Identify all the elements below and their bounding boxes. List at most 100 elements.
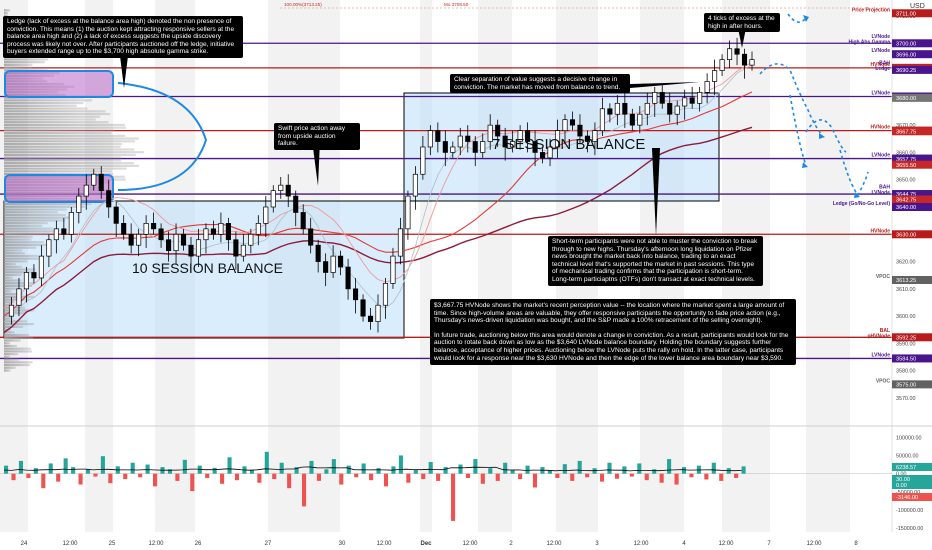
indicator-bar [436,473,441,481]
level-tag [892,380,932,389]
candle-body [225,223,231,241]
profile-bar [4,142,123,146]
candle-body [569,119,576,126]
profile-bar [4,363,31,367]
candle-body [151,223,157,230]
level-label: HVNode [871,62,891,68]
profile-bar [4,66,33,69]
indicator-bar [488,468,493,474]
level-tag [892,93,932,102]
profile-bar [4,279,22,282]
time-tick-label: 30 [339,541,346,547]
note-separation: Clear separation of value suggests a dec… [450,74,630,94]
indicator-bar [18,460,23,474]
candle-body [480,141,486,153]
indicator-bar [465,473,470,478]
level-label: VPOC [876,378,891,384]
candle-body [584,135,590,142]
indicator-bar [85,469,91,474]
profile-bar [4,167,127,170]
level-tag [892,9,932,18]
candle-body [8,304,15,317]
profile-bar [4,254,39,258]
profile-bar [4,107,88,110]
level-label: LVNode [871,352,890,358]
note-hvnode-p2: In future trade, auctioning below this a… [434,331,789,362]
level-tag-value: 3700.00 [896,41,916,47]
indicator-average-line [3,466,742,472]
candle-body [270,190,276,208]
level-tag-value: 3696.00 [896,52,916,58]
candle-body [652,92,658,104]
level-tag [892,50,932,59]
level-label: LVNode [871,48,890,54]
level-tag-value: 3592.25 [896,335,916,341]
level-tag [892,65,932,74]
time-axis-ticks: 24 12:00 25 12:00 26 27 30 12:00 Dec 12:00 2 12:00 3… [21,541,859,547]
candle-body [338,255,344,268]
profile-bar [4,164,140,167]
candle-body [375,304,381,322]
note-swift: Swift price action away from upside auct… [274,123,360,150]
profile-bar [4,224,43,227]
level-tag-value: 3657.75 [896,157,916,163]
profile-bar [4,213,66,217]
indicator-bar [63,458,68,474]
indicator-bar [346,465,351,474]
level-label: LVNode [871,190,890,196]
indicator-bar [555,473,560,478]
currency-label: USD [910,3,925,10]
candle-body [263,206,269,224]
candle-body [308,228,314,246]
price-tick-label: 3620.00 [896,260,916,266]
indicator-bar [108,473,113,484]
indicator-bar [93,473,98,477]
indicator-pane [0,451,892,521]
profile-bar [4,336,34,339]
profile-bar [4,276,13,279]
indicator-bar [145,464,150,474]
time-tick-label: 12:00 [462,541,478,547]
indicator-bar [518,473,523,480]
profile-bar [4,104,77,107]
indicator-bar [659,473,664,483]
indicator-bar [339,473,344,485]
profile-bar [4,344,17,348]
indicator-bar [562,464,567,474]
profile-bar [4,145,121,148]
indicator-value-label: 30.00 [896,477,910,483]
level-tag-value: 3655.50 [896,163,916,169]
indicator-axis-ticks: 100000.0050000.000.00-50000.00-100000.00… [892,435,932,532]
profile-bar [4,325,24,328]
session-band [420,0,432,532]
price-tick-label: 3570.00 [896,396,916,402]
candle-body [278,184,284,191]
level-tag-value: 3680.00 [896,96,916,102]
candle-body [472,141,478,153]
indicator-bar [56,473,61,482]
level-tag-value: 3584.50 [896,357,916,363]
profile-bar [4,148,135,151]
profile-bar [4,132,112,135]
indicator-value-label: 0.00 [896,483,907,489]
note-excess: 4 ticks of excess at the high in after h… [704,13,780,33]
indicator-bar [510,470,515,474]
indicator-bar [324,469,329,474]
candle-body [517,130,523,142]
candle-body [719,59,725,71]
indicator-bar [41,473,46,489]
indicator-bar [532,473,538,488]
time-tick-label: 12:00 [376,541,392,547]
profile-bar [4,129,115,132]
profile-bar [4,61,45,64]
profile-bar [4,219,66,222]
profile-bar [4,268,36,271]
indicator-bar [629,473,634,477]
candle-body [659,92,665,104]
profile-bar [4,112,111,116]
time-tick-label: 12:00 [633,541,649,547]
candle-body [113,206,119,224]
candle-body [614,102,620,115]
indicator-bar [4,465,9,474]
